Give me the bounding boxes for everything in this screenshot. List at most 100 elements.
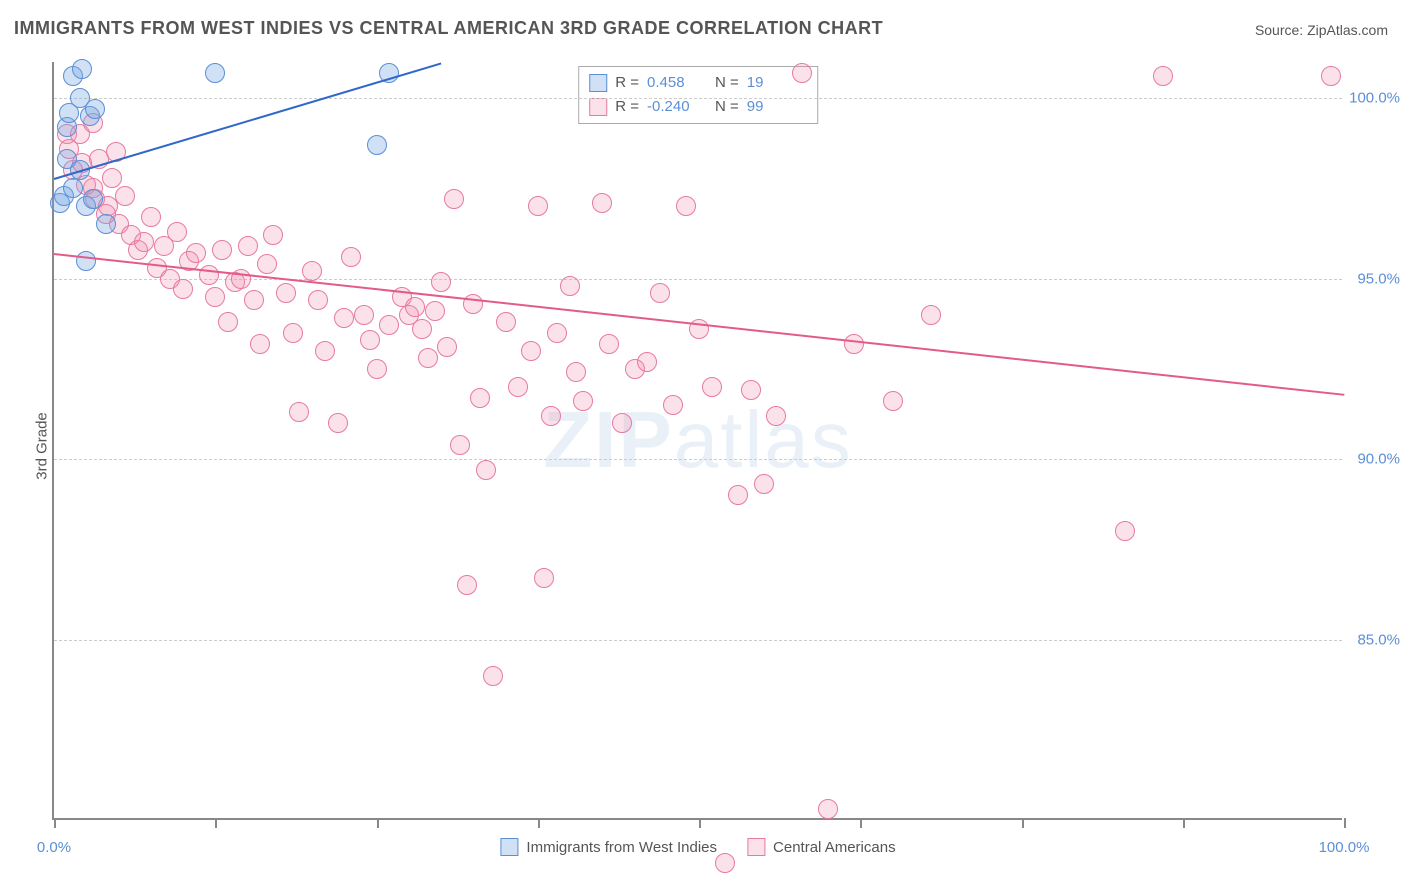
pink-marker [547,323,567,343]
blue-marker [83,189,103,209]
blue-marker [72,59,92,79]
gridline [54,98,1342,99]
pink-marker [115,186,135,206]
pink-marker [663,395,683,415]
pink-marker [379,315,399,335]
pink-marker [134,232,154,252]
pink-marker [167,222,187,242]
pink-marker [289,402,309,422]
pink-marker [612,413,632,433]
pink-marker [418,348,438,368]
pink-marker [521,341,541,361]
pink-marker [1115,521,1135,541]
pink-marker [334,308,354,328]
pink-marker [741,380,761,400]
pink-swatch-icon [747,838,765,856]
legend-row: R =0.458N =19 [589,71,807,95]
x-tick-label: 100.0% [1319,839,1370,856]
pink-marker [921,305,941,325]
x-tick [1022,818,1024,828]
pink-marker [728,485,748,505]
x-tick [1344,818,1346,828]
pink-marker [844,334,864,354]
pink-marker [315,341,335,361]
blue-marker [63,178,83,198]
pink-marker [412,319,432,339]
watermark-bold: ZIP [543,395,673,484]
gridline [54,640,1342,641]
pink-marker [566,362,586,382]
x-tick [1183,818,1185,828]
pink-marker [508,377,528,397]
pink-marker [244,290,264,310]
pink-marker [599,334,619,354]
pink-marker [1321,66,1341,86]
legend-label: Central Americans [773,839,896,856]
chart-title: IMMIGRANTS FROM WEST INDIES VS CENTRAL A… [14,18,883,39]
pink-marker [754,474,774,494]
y-tick-label: 85.0% [1357,631,1400,648]
pink-swatch-icon [589,98,607,116]
pink-marker [470,388,490,408]
pink-marker [650,283,670,303]
y-tick-label: 100.0% [1349,90,1400,107]
pink-marker [218,312,238,332]
pink-marker [354,305,374,325]
pink-marker [528,196,548,216]
pink-marker [534,568,554,588]
watermark-light: atlas [674,395,853,484]
pink-marker [883,391,903,411]
pink-marker [457,575,477,595]
pink-marker [676,196,696,216]
pink-marker [573,391,593,411]
legend-item: Central Americans [747,838,896,856]
x-tick [860,818,862,828]
pink-marker [496,312,516,332]
source-label: Source: ZipAtlas.com [1255,22,1388,38]
x-tick [215,818,217,828]
pink-marker [766,406,786,426]
r-value: 0.458 [647,71,707,95]
blue-swatch-icon [589,74,607,92]
pink-marker [476,460,496,480]
blue-marker [205,63,225,83]
pink-marker [341,247,361,267]
pink-marker [450,435,470,455]
x-tick [54,818,56,828]
pink-marker [431,272,451,292]
pink-marker [1153,66,1173,86]
pink-marker [250,334,270,354]
pink-marker [257,254,277,274]
pink-marker [141,207,161,227]
pink-marker [463,294,483,314]
pink-marker [173,279,193,299]
pink-marker [205,287,225,307]
blue-trendline [54,62,442,179]
legend-label: Immigrants from West Indies [526,839,717,856]
x-tick [699,818,701,828]
legend-correlation: R =0.458N =19R =-0.240N =99 [578,66,818,124]
pink-marker [592,193,612,213]
pink-marker [483,666,503,686]
pink-marker [367,359,387,379]
pink-marker [199,265,219,285]
x-tick [377,818,379,828]
pink-marker [715,853,735,873]
blue-marker [85,99,105,119]
pink-marker [328,413,348,433]
pink-marker [276,283,296,303]
pink-marker [360,330,380,350]
n-label: N = [715,71,739,95]
x-tick-label: 0.0% [37,839,71,856]
pink-marker [637,352,657,372]
pink-marker [425,301,445,321]
pink-marker [818,799,838,819]
pink-marker [702,377,722,397]
pink-marker [238,236,258,256]
pink-marker [263,225,283,245]
pink-marker [231,269,251,289]
pink-trendline [54,253,1344,396]
pink-marker [308,290,328,310]
blue-marker [76,251,96,271]
pink-marker [283,323,303,343]
